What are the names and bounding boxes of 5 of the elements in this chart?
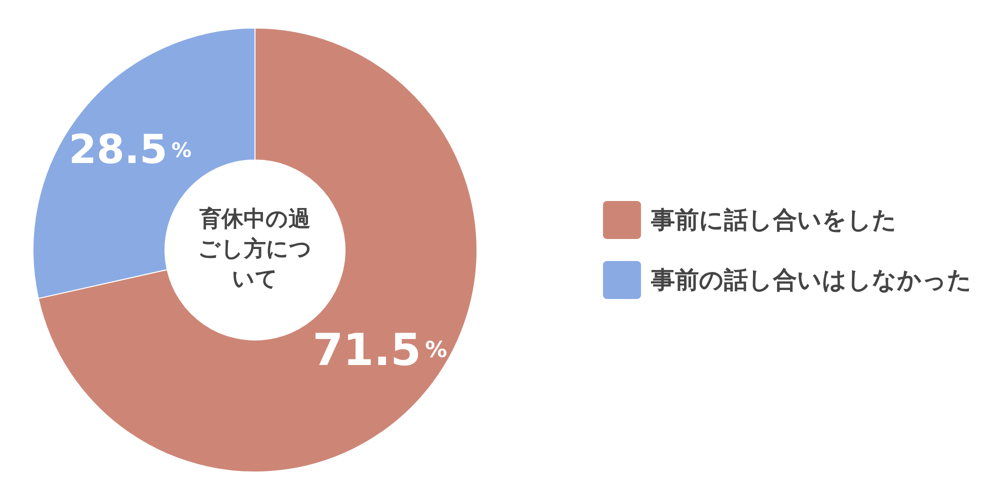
data-label: 28.5%	[68, 126, 192, 173]
legend-label: 事前に話し合いをした	[651, 205, 897, 236]
data-label: 71.5%	[312, 324, 448, 376]
legend-label: 事前の話し合いはしなかった	[651, 265, 972, 296]
text: 育休中の過ごし方について	[197, 206, 313, 294]
